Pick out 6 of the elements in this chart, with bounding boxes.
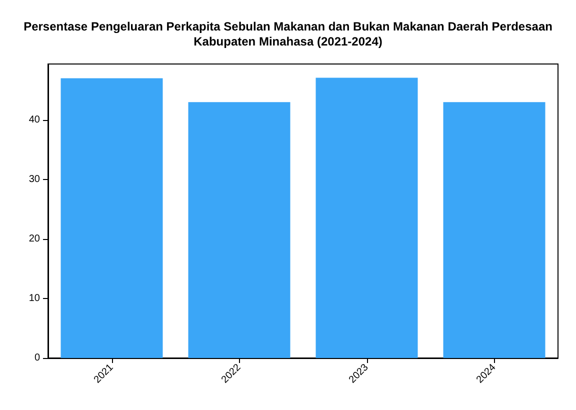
- y-tick-label: 0: [34, 352, 40, 364]
- y-tick-label: 20: [28, 233, 40, 244]
- y-tick-label: 30: [28, 174, 40, 185]
- y-tick-label: 40: [28, 114, 40, 126]
- chart-title: Persentase Pengeluaran Perkapita Sebulan Makanan dan Bukan Makanan Daerah Perdesaan Kabupaten Minahasa (2021-2024): [24, 20, 552, 48]
- y-tick-label: 10: [28, 292, 40, 304]
